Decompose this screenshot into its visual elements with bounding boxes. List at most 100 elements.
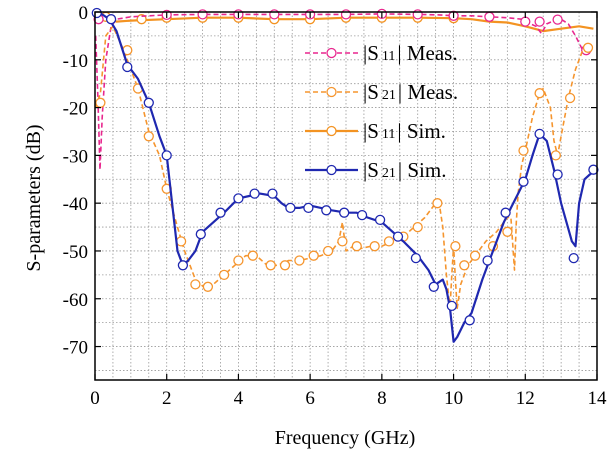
- legend-marker: [326, 125, 337, 137]
- data-point: [122, 61, 133, 73]
- data-point: [432, 198, 443, 209]
- data-point: [249, 188, 260, 199]
- y-tick-label: 0: [79, 3, 89, 24]
- data-point: [265, 260, 276, 271]
- legend: |S 11| Meas.|S 21| Meas.|S 11| Sim.|S 21| Si…: [305, 41, 458, 182]
- data-point: [303, 202, 314, 214]
- data-point: [233, 255, 244, 266]
- legend-marker: [326, 47, 337, 59]
- data-point: [369, 241, 380, 252]
- legend-label-rest: | Sim.: [398, 158, 447, 182]
- data-point: [95, 97, 106, 108]
- series-3: [91, 7, 599, 343]
- data-point: [247, 250, 258, 261]
- legend-item-3: |S 21| Sim.: [305, 158, 446, 182]
- series-0: [93, 8, 592, 171]
- data-point: [469, 250, 481, 261]
- y-tick-label: -30: [63, 146, 88, 167]
- series-layer: [91, 7, 599, 343]
- legend-item-0: |S 11| Meas.: [305, 41, 458, 65]
- x-axis-title: Frequency (GHz): [275, 427, 416, 449]
- data-point: [518, 176, 529, 187]
- data-point: [568, 252, 579, 264]
- x-tick-label: 0: [90, 388, 100, 409]
- data-point: [190, 279, 201, 290]
- data-point: [351, 241, 362, 252]
- x-tick-label: 4: [234, 388, 244, 409]
- series-line: [94, 13, 590, 171]
- legend-label-main: |S: [363, 119, 379, 143]
- data-point: [534, 88, 545, 99]
- data-point: [552, 169, 563, 180]
- data-point: [520, 16, 531, 27]
- data-point: [534, 16, 545, 27]
- data-point: [143, 97, 154, 108]
- data-point: [484, 11, 495, 22]
- data-point: [459, 260, 470, 271]
- data-point: [308, 250, 319, 261]
- y-tick-label: -60: [63, 290, 88, 311]
- legend-item-2: |S 11| Sim.: [305, 119, 446, 143]
- data-point: [202, 281, 214, 292]
- data-point: [215, 207, 226, 218]
- data-point: [285, 202, 296, 214]
- legend-label-rest: | Meas.: [398, 80, 458, 104]
- data-point: [279, 260, 291, 271]
- data-point: [177, 260, 189, 271]
- y-tick-label: -10: [63, 51, 88, 72]
- legend-label: |S 21| Meas.: [363, 80, 458, 104]
- legend-label: |S 11| Sim.: [363, 119, 446, 143]
- legend-label: |S 21| Sim.: [363, 158, 446, 182]
- data-point: [428, 281, 439, 292]
- legend-marker: [326, 164, 337, 176]
- legend-label-main: |S: [363, 80, 379, 104]
- x-tick-label: 14: [588, 388, 608, 409]
- data-point: [518, 145, 529, 156]
- x-tick-label: 6: [305, 388, 315, 409]
- x-tick-label: 10: [444, 388, 463, 409]
- data-point: [91, 7, 102, 19]
- data-point: [446, 300, 457, 312]
- data-point: [143, 131, 154, 142]
- data-point: [218, 269, 230, 281]
- data-point: [552, 14, 563, 25]
- legend-label-rest: | Meas.: [397, 41, 457, 65]
- data-point: [410, 252, 422, 264]
- data-point: [195, 229, 206, 240]
- y-tick-label: -40: [63, 194, 88, 215]
- legend-label-subscript: 11: [382, 127, 395, 142]
- data-point: [500, 207, 511, 218]
- data-point: [412, 221, 423, 233]
- legend-item-1: |S 21| Meas.: [305, 80, 458, 104]
- data-point: [321, 205, 332, 216]
- y-tick-label: -20: [63, 99, 88, 120]
- data-point: [502, 226, 513, 237]
- data-point: [482, 255, 493, 266]
- y-tick-label: -70: [63, 338, 88, 359]
- data-point: [267, 188, 278, 199]
- legend-marker: [326, 86, 337, 98]
- data-point: [588, 164, 599, 175]
- series-1: [94, 25, 594, 310]
- legend-label-subscript: 21: [382, 166, 396, 181]
- data-point: [105, 14, 117, 25]
- axis-ticks: 0 2 4 6 8 10 12 14 0 -10 -20 -30 -40 -50 -60 -70: [63, 3, 607, 409]
- data-point: [356, 209, 368, 221]
- plot-frame: [94, 11, 598, 381]
- data-point: [534, 128, 545, 140]
- series-line: [94, 25, 590, 310]
- data-point: [564, 92, 576, 104]
- data-point: [383, 236, 395, 247]
- data-point: [322, 245, 334, 257]
- data-point: [450, 241, 461, 252]
- data-point: [339, 207, 350, 218]
- legend-label: |S 11| Meas.: [363, 41, 458, 65]
- legend-label-rest: | Sim.: [397, 119, 446, 143]
- data-point: [392, 231, 404, 242]
- y-axis-title: S-parameters (dB): [23, 124, 45, 271]
- data-point: [550, 150, 561, 161]
- data-point: [136, 14, 147, 25]
- data-point: [175, 236, 187, 247]
- data-point: [337, 236, 348, 247]
